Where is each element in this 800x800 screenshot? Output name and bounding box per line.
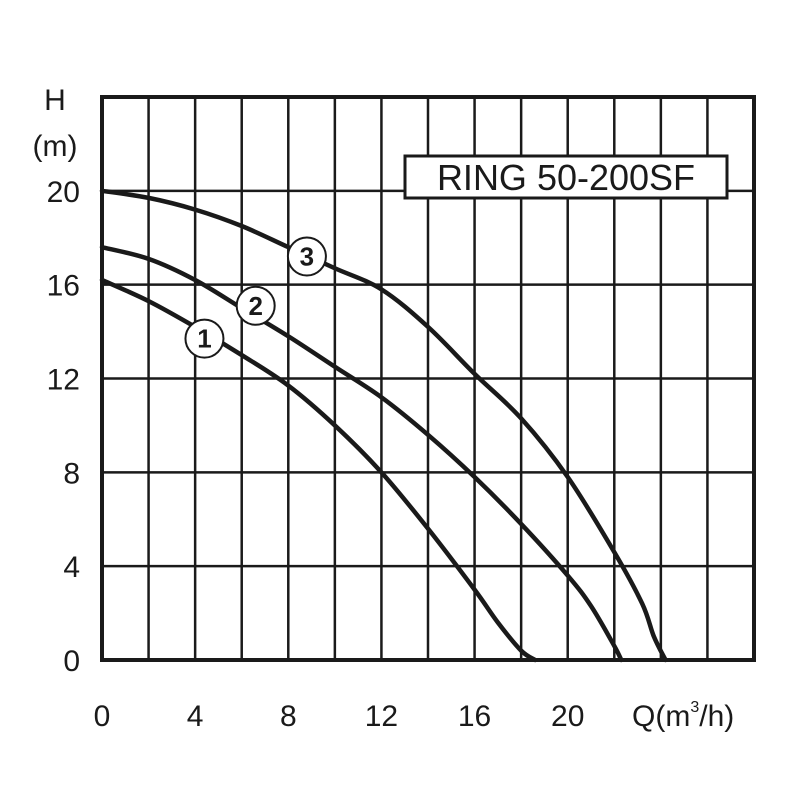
chart-title: RING 50-200SF xyxy=(437,157,695,198)
x-tick-label: 12 xyxy=(365,700,398,733)
curve-labels: 1 2 3 xyxy=(184,236,327,359)
curve-label-circle-2 xyxy=(235,285,276,326)
y-axis-label-unit: (m) xyxy=(33,130,78,163)
curve-label-circle-1 xyxy=(184,318,225,359)
curve-label-1: 1 xyxy=(197,324,211,354)
y-tick-label: 4 xyxy=(63,551,80,584)
x-tick-label: 4 xyxy=(187,700,204,733)
title-box: RING 50-200SF xyxy=(403,154,729,200)
x-axis-label-superscript: 3 xyxy=(690,699,699,716)
curve-2 xyxy=(99,244,624,663)
x-tick-label: 0 xyxy=(94,700,111,733)
x-axis-label-tail: /h) xyxy=(699,700,734,733)
x-tick-label: 16 xyxy=(458,700,491,733)
y-tick-label: 12 xyxy=(47,364,80,397)
curve-3 xyxy=(99,188,668,663)
x-tick-label: 20 xyxy=(551,700,584,733)
title-frame xyxy=(403,154,729,200)
curve-label-3: 3 xyxy=(300,242,314,272)
curves xyxy=(99,188,668,663)
x-tick-label: 8 xyxy=(280,700,297,733)
curve-label-2: 2 xyxy=(248,291,262,321)
curve-label-circle-3 xyxy=(286,236,327,277)
y-axis-label-symbol: H xyxy=(44,84,66,117)
y-tick-label: 20 xyxy=(47,176,80,209)
x-axis-label-main: Q(m xyxy=(632,700,690,733)
y-tick-label: 16 xyxy=(47,270,80,303)
y-tick-label: 8 xyxy=(63,457,80,490)
plot-frame xyxy=(100,95,756,662)
y-tick-labels: 0 4 8 12 16 20 xyxy=(47,176,80,678)
y-tick-label: 0 xyxy=(63,645,80,678)
x-tick-labels: 0 4 8 12 16 20 xyxy=(94,700,585,733)
x-axis-label: Q(m3/h) xyxy=(632,699,734,733)
